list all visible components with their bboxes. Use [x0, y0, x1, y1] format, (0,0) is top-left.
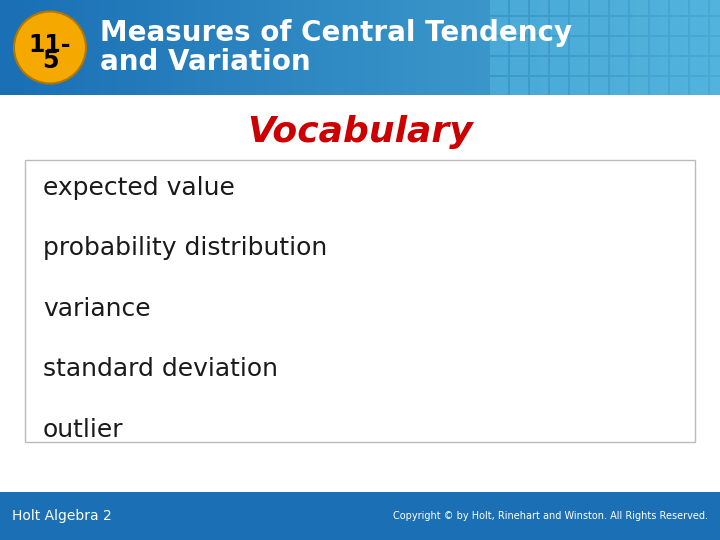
Bar: [570, 57, 588, 75]
Bar: [650, 0, 668, 15]
Bar: [610, 17, 628, 35]
Bar: [530, 17, 548, 35]
Bar: [650, 57, 668, 75]
Bar: [690, 57, 708, 75]
Bar: [610, 57, 628, 75]
Bar: [530, 77, 548, 95]
Bar: [550, 57, 568, 75]
Bar: [590, 17, 608, 35]
Bar: [630, 17, 648, 35]
Bar: [650, 77, 668, 95]
FancyBboxPatch shape: [25, 160, 695, 442]
Text: Vocabulary: Vocabulary: [247, 115, 473, 149]
Bar: [630, 0, 648, 15]
Bar: [670, 0, 688, 15]
Bar: [530, 57, 548, 75]
Bar: [650, 17, 668, 35]
Bar: [690, 77, 708, 95]
Bar: [630, 57, 648, 75]
Bar: [670, 37, 688, 55]
Bar: [690, 0, 708, 15]
Bar: [510, 77, 528, 95]
Text: and Variation: and Variation: [100, 48, 310, 76]
Circle shape: [14, 11, 86, 84]
Bar: [610, 37, 628, 55]
Bar: [550, 77, 568, 95]
Text: standard deviation: standard deviation: [43, 357, 278, 381]
Bar: [530, 37, 548, 55]
Bar: [650, 37, 668, 55]
Bar: [530, 0, 548, 15]
Bar: [490, 37, 508, 55]
Bar: [590, 57, 608, 75]
Bar: [570, 0, 588, 15]
Bar: [490, 57, 508, 75]
Text: probability distribution: probability distribution: [43, 237, 328, 260]
Text: Measures of Central Tendency: Measures of Central Tendency: [100, 19, 572, 48]
Bar: [590, 37, 608, 55]
Bar: [710, 17, 720, 35]
Bar: [550, 17, 568, 35]
Bar: [630, 37, 648, 55]
Bar: [710, 0, 720, 15]
Bar: [490, 0, 508, 15]
Text: 5: 5: [42, 49, 58, 72]
Text: 11-: 11-: [29, 32, 71, 57]
Bar: [570, 37, 588, 55]
Bar: [570, 17, 588, 35]
Text: expected value: expected value: [43, 176, 235, 200]
Bar: [610, 0, 628, 15]
Text: variance: variance: [43, 297, 150, 321]
Bar: [550, 0, 568, 15]
Bar: [510, 17, 528, 35]
Bar: [670, 77, 688, 95]
Bar: [490, 17, 508, 35]
Bar: [510, 57, 528, 75]
Bar: [710, 57, 720, 75]
Bar: [510, 0, 528, 15]
Bar: [670, 57, 688, 75]
Text: outlier: outlier: [43, 418, 124, 442]
Text: Copyright © by Holt, Rinehart and Winston. All Rights Reserved.: Copyright © by Holt, Rinehart and Winsto…: [393, 511, 708, 521]
Bar: [570, 77, 588, 95]
Bar: [710, 37, 720, 55]
Bar: [630, 77, 648, 95]
Bar: [590, 77, 608, 95]
Text: Holt Algebra 2: Holt Algebra 2: [12, 509, 112, 523]
Bar: [710, 77, 720, 95]
Bar: [690, 37, 708, 55]
Bar: [670, 17, 688, 35]
Bar: [550, 37, 568, 55]
Bar: [690, 17, 708, 35]
Bar: [490, 77, 508, 95]
Bar: [610, 77, 628, 95]
Bar: [590, 0, 608, 15]
Bar: [0, 492, 720, 540]
Bar: [510, 37, 528, 55]
